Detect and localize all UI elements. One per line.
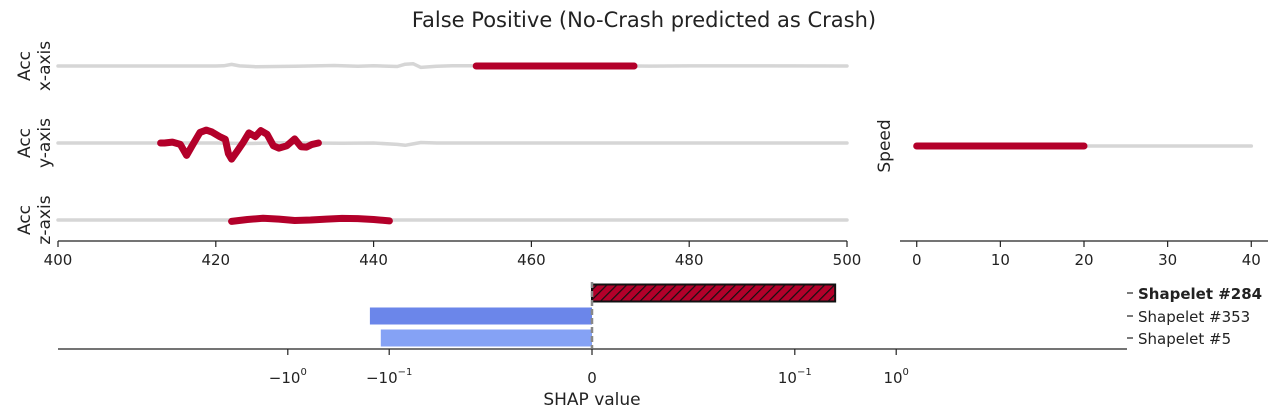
ts-x-tick-label: 420 [201,251,230,269]
speed-x-tick-label: 10 [991,251,1010,269]
speed-panel: 0 10 20 30 40 [900,142,1268,269]
row-label-acc-z-line2: z-axis [35,195,55,244]
shap-bar-label: Shapelet #353 [1138,308,1250,326]
shapelet-line-acc-z [228,214,393,225]
shap-x-tick-label: −100 [269,367,307,387]
shap-bar [591,283,837,303]
speed-x-tick-label: 40 [1242,251,1261,269]
chart-title: False Positive (No-Crash predicted as Cr… [412,8,876,32]
ts-x-tick-label: 460 [517,251,546,269]
shap-x-tick-label: 100 [883,367,908,387]
series-line-acc-x [56,61,849,70]
time-series-panel: 400 420 440 460 480 500 [44,61,862,269]
speed-ylabel: Speed [875,119,895,172]
ts-x-tick-label: 400 [44,251,73,269]
row-label-acc-y-line2: y-axis [35,118,55,168]
row-label-acc-y-line1: Acc [15,128,35,158]
shap-bar-label: Shapelet #284 [1138,285,1262,303]
ts-x-tick-label: 500 [833,251,862,269]
shap-x-tick-label: −10−1 [366,367,412,387]
shapelet-line-acc-y [157,126,322,163]
speed-x-tick-label: 30 [1158,251,1177,269]
shap-x-tick-label: 0 [587,369,597,387]
ts-x-tick-label: 480 [675,251,704,269]
row-label-acc-z-line1: Acc [15,205,35,235]
shap-bar [369,307,592,325]
ts-x-tick-label: 440 [359,251,388,269]
row-label-acc-x-line1: Acc [15,51,35,81]
shap-bar-label: Shapelet #5 [1138,330,1231,348]
row-label-acc-x-line2: x-axis [35,41,55,91]
shap-x-tick-label: 10−1 [778,367,812,387]
shap-bar [380,329,592,347]
speed-x-tick-label: 20 [1074,251,1093,269]
series-line-acc-y [56,140,849,148]
shap-bar-panel: Shapelet #284 Shapelet #353 Shapelet #5 −10… [58,282,1262,387]
shap-xlabel: SHAP value [543,390,640,410]
speed-x-tick-label: 0 [912,251,922,269]
